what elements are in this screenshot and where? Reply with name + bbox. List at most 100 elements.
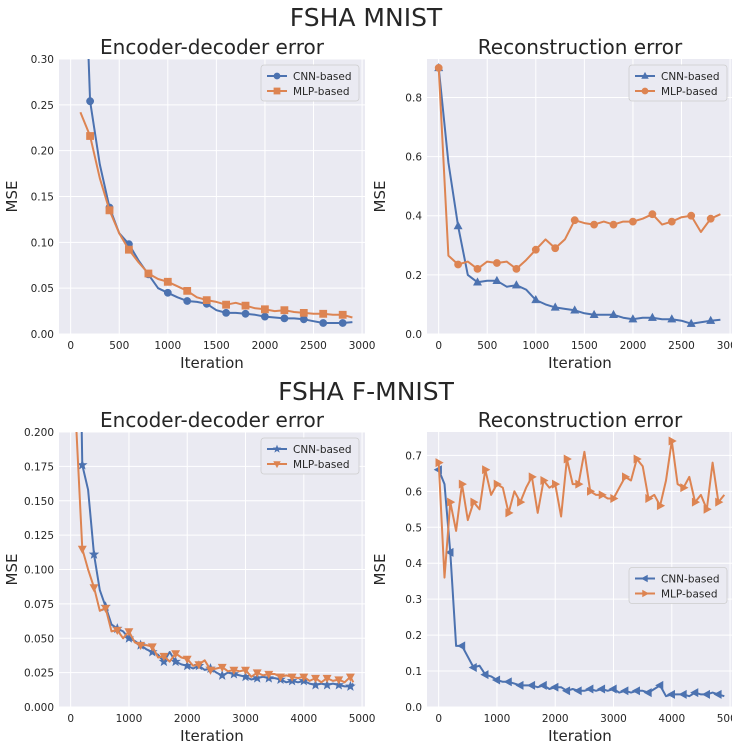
- legend-label: CNN-based: [661, 71, 720, 83]
- y-axis-label: MSE: [371, 181, 389, 213]
- data-point: [147, 643, 157, 652]
- y-tick-label: 0.4: [405, 211, 422, 223]
- data-point: [260, 305, 269, 314]
- legend-marker: [273, 72, 281, 80]
- data-point: [112, 626, 122, 635]
- data-point: [552, 479, 561, 489]
- y-tick-label: 0.30: [31, 54, 54, 66]
- x-tick-label: 500: [109, 340, 129, 352]
- data-point: [86, 97, 94, 106]
- data-point: [194, 661, 204, 670]
- data-point: [163, 288, 172, 297]
- data-point: [276, 673, 285, 682]
- data-point: [280, 314, 289, 323]
- y-tick-label: 0.050: [24, 633, 54, 645]
- data-point: [715, 497, 724, 507]
- data-point: [492, 259, 501, 267]
- data-point: [88, 548, 100, 559]
- data-point: [447, 497, 456, 507]
- data-point: [480, 670, 489, 680]
- data-point: [690, 688, 699, 698]
- data-point: [311, 674, 320, 684]
- legend: CNN-based MLP-based: [628, 64, 728, 102]
- data-point: [334, 676, 344, 685]
- series-line-mlp-based: [75, 432, 355, 684]
- y-tick-label: 0.125: [24, 530, 54, 542]
- data-point: [216, 669, 228, 680]
- data-point: [147, 646, 158, 657]
- data-point: [667, 217, 676, 226]
- x-tick-label: 1000: [116, 713, 143, 725]
- y-tick-label: 0.0: [405, 702, 422, 714]
- data-point: [551, 244, 560, 253]
- x-tick-label: 2500: [668, 340, 695, 352]
- data-point: [319, 309, 328, 318]
- data-point: [322, 674, 332, 684]
- data-point: [691, 497, 701, 507]
- data-point: [511, 280, 521, 289]
- legend-label: CNN-based: [293, 444, 352, 456]
- data-point: [457, 641, 466, 651]
- data-point: [668, 436, 677, 446]
- y-axis-label: MSE: [371, 554, 389, 586]
- data-point: [589, 309, 599, 318]
- data-point: [645, 494, 654, 503]
- y-tick-label: 0.1: [405, 666, 422, 678]
- data-point: [251, 672, 263, 683]
- data-point: [321, 679, 333, 690]
- subplot-3: 0 1000 2000 3000 4000 5000 0.000 0.025 0.050 0.07…: [3, 408, 375, 745]
- data-point: [241, 309, 250, 318]
- x-axis-label: Iteration: [548, 727, 612, 745]
- data-point: [170, 656, 181, 667]
- data-point: [628, 314, 638, 323]
- data-point: [159, 652, 169, 662]
- plot-title: Encoder-decoder error: [100, 35, 325, 59]
- y-axis-label: MSE: [3, 554, 21, 586]
- y-tick-label: 0.4: [405, 558, 422, 570]
- data-point: [590, 220, 598, 229]
- data-point: [338, 310, 347, 319]
- subplot-4: 0 1000 2000 3000 4000 5000 0.0 0.1 0.2 0.3 0.4 0.5 0…: [371, 408, 732, 745]
- data-point: [136, 641, 146, 651]
- data-point: [512, 265, 521, 273]
- data-point: [713, 689, 722, 699]
- data-point: [252, 669, 262, 678]
- data-point: [687, 211, 696, 220]
- x-tick-label: 2500: [300, 340, 327, 352]
- data-point: [531, 295, 541, 304]
- x-tick-label: 2000: [174, 713, 201, 725]
- x-tick-label: 500: [477, 340, 497, 352]
- suptitle-fmnist: FSHA F-MNIST: [278, 377, 455, 406]
- data-point: [647, 312, 657, 321]
- legend-label: CNN-based: [293, 71, 352, 83]
- data-point: [528, 472, 537, 482]
- data-point: [453, 221, 463, 230]
- data-point: [493, 479, 502, 489]
- data-point: [526, 680, 536, 690]
- x-tick-label: 2000: [542, 713, 569, 725]
- legend-marker: [642, 589, 650, 598]
- data-point: [144, 269, 153, 278]
- data-point: [217, 663, 227, 673]
- data-point: [643, 688, 652, 698]
- data-point: [540, 476, 549, 485]
- data-point: [598, 490, 607, 500]
- suptitle-mnist: FSHA MNIST: [290, 3, 443, 32]
- series-area: [434, 62, 721, 327]
- data-point: [610, 494, 619, 503]
- x-tick-label: 3000: [232, 713, 259, 725]
- y-tick-label: 0.05: [31, 283, 54, 295]
- data-point: [77, 545, 87, 554]
- subplot-2: 0 500 1000 1500 2000 2500 3000 0.0 0.2 0.4 0.6 0.8 R…: [371, 35, 732, 372]
- x-tick-label: 4000: [290, 713, 317, 725]
- data-point: [515, 680, 524, 690]
- series-line-mlp-based: [437, 440, 726, 579]
- legend-marker: [641, 87, 649, 95]
- data-point: [241, 301, 250, 310]
- data-point: [573, 686, 582, 696]
- legend-label: MLP-based: [661, 86, 718, 98]
- legend-label: CNN-based: [661, 574, 720, 586]
- legend-marker: [273, 461, 281, 469]
- data-point: [706, 214, 715, 223]
